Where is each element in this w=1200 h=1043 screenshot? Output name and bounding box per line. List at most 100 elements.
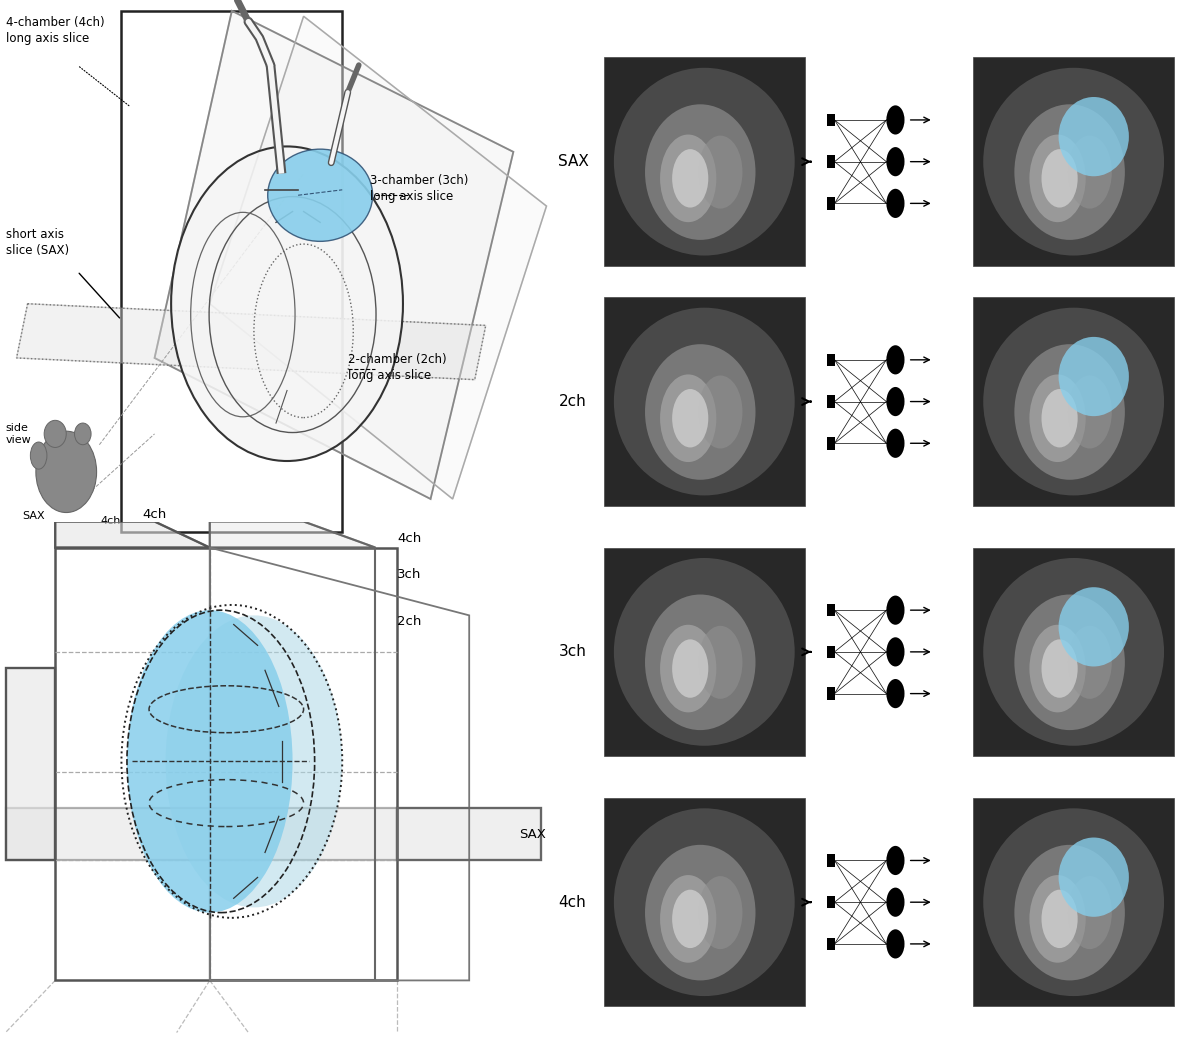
Ellipse shape <box>983 308 1164 495</box>
Bar <box>827 354 834 366</box>
Circle shape <box>887 189 905 218</box>
Text: 2ch: 2ch <box>397 615 422 628</box>
Circle shape <box>887 888 905 917</box>
Circle shape <box>887 929 905 959</box>
Ellipse shape <box>660 135 716 222</box>
Circle shape <box>887 679 905 708</box>
Ellipse shape <box>646 104 756 240</box>
Ellipse shape <box>614 558 794 746</box>
Ellipse shape <box>1030 135 1086 222</box>
Bar <box>827 155 834 168</box>
Bar <box>827 395 834 408</box>
Text: SAX: SAX <box>22 511 44 520</box>
Ellipse shape <box>1042 639 1078 698</box>
Polygon shape <box>17 304 486 380</box>
Circle shape <box>887 147 905 176</box>
Bar <box>827 646 834 658</box>
Bar <box>827 197 834 210</box>
Ellipse shape <box>1042 389 1078 447</box>
Bar <box>973 798 1174 1006</box>
Ellipse shape <box>646 344 756 480</box>
Ellipse shape <box>983 808 1164 996</box>
Circle shape <box>887 637 905 666</box>
Ellipse shape <box>698 626 743 699</box>
Text: 2ch: 2ch <box>558 394 587 409</box>
Ellipse shape <box>1014 595 1124 730</box>
Ellipse shape <box>672 890 708 948</box>
Ellipse shape <box>698 876 743 949</box>
Text: 3ch: 3ch <box>397 568 422 581</box>
Ellipse shape <box>1014 845 1124 980</box>
Ellipse shape <box>172 146 403 461</box>
Ellipse shape <box>1068 375 1112 448</box>
Bar <box>973 297 1174 506</box>
Ellipse shape <box>698 136 743 209</box>
Text: 4ch: 4ch <box>101 516 120 526</box>
Ellipse shape <box>30 442 47 469</box>
Text: 3-chamber (3ch)
long axis slice: 3-chamber (3ch) long axis slice <box>370 173 468 202</box>
Bar <box>827 896 834 908</box>
Ellipse shape <box>983 68 1164 256</box>
Circle shape <box>887 846 905 875</box>
Ellipse shape <box>614 808 794 996</box>
Bar <box>604 57 805 266</box>
Bar <box>827 687 834 700</box>
Bar <box>604 548 805 756</box>
Ellipse shape <box>127 610 293 913</box>
Ellipse shape <box>1014 104 1124 240</box>
Polygon shape <box>397 808 541 860</box>
Bar <box>827 854 834 867</box>
Polygon shape <box>210 522 376 548</box>
Ellipse shape <box>1058 838 1129 917</box>
Text: SAX: SAX <box>520 828 546 841</box>
Circle shape <box>887 596 905 625</box>
Polygon shape <box>6 668 55 860</box>
Ellipse shape <box>166 615 342 907</box>
Bar <box>604 297 805 506</box>
Bar <box>604 798 805 1006</box>
Text: 4-chamber (4ch)
long axis slice: 4-chamber (4ch) long axis slice <box>6 17 104 45</box>
Ellipse shape <box>268 149 372 241</box>
Ellipse shape <box>1030 625 1086 712</box>
Bar <box>973 57 1174 266</box>
Polygon shape <box>155 10 514 499</box>
Ellipse shape <box>672 389 708 447</box>
Polygon shape <box>6 808 397 860</box>
Bar <box>827 437 834 450</box>
Bar <box>827 604 834 616</box>
Text: 4ch: 4ch <box>143 509 167 522</box>
Polygon shape <box>55 522 210 548</box>
Ellipse shape <box>983 558 1164 746</box>
Ellipse shape <box>1058 97 1129 176</box>
Ellipse shape <box>1030 374 1086 462</box>
Text: side
view: side view <box>6 423 31 444</box>
Text: short axis
slice (SAX): short axis slice (SAX) <box>6 227 68 257</box>
Ellipse shape <box>672 149 708 208</box>
Text: SAX: SAX <box>558 154 589 169</box>
Text: 2-chamber (2ch)
long axis slice: 2-chamber (2ch) long axis slice <box>348 353 446 382</box>
Ellipse shape <box>1058 587 1129 666</box>
Ellipse shape <box>660 875 716 963</box>
Ellipse shape <box>1014 344 1124 480</box>
Text: 4ch: 4ch <box>558 895 587 909</box>
Ellipse shape <box>1042 890 1078 948</box>
Ellipse shape <box>74 423 91 444</box>
Ellipse shape <box>1068 136 1112 209</box>
Bar <box>827 114 834 126</box>
Ellipse shape <box>614 68 794 256</box>
Ellipse shape <box>646 845 756 980</box>
Ellipse shape <box>1068 876 1112 949</box>
Text: 3ch: 3ch <box>558 645 587 659</box>
Bar <box>973 548 1174 756</box>
Ellipse shape <box>1042 149 1078 208</box>
Ellipse shape <box>1068 626 1112 699</box>
Ellipse shape <box>672 639 708 698</box>
Ellipse shape <box>698 375 743 448</box>
Ellipse shape <box>36 431 97 512</box>
Polygon shape <box>210 17 546 499</box>
Bar <box>827 938 834 950</box>
Ellipse shape <box>1058 337 1129 416</box>
Ellipse shape <box>660 374 716 462</box>
Ellipse shape <box>614 308 794 495</box>
Circle shape <box>887 345 905 374</box>
